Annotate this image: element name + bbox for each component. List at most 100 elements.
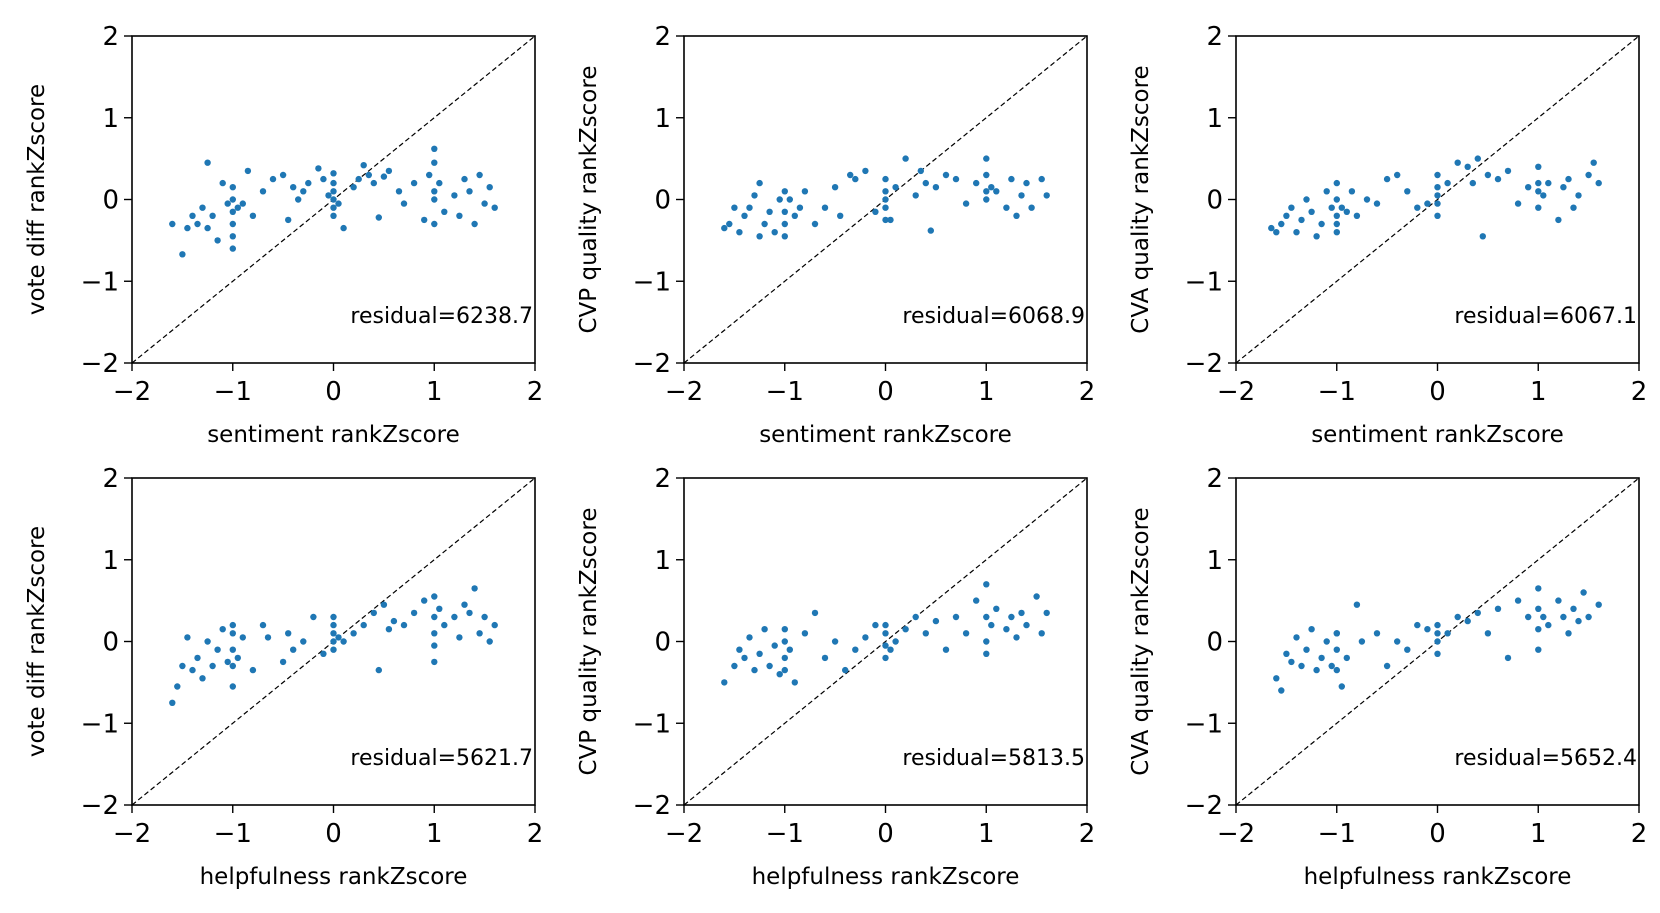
data-point: [751, 666, 758, 674]
data-point: [1545, 621, 1552, 629]
data-point: [1343, 654, 1351, 662]
subplot-4: −2 −1 0 1 2 −2 −1 0 1 2 helpfulness rankZscore vote…: [24, 464, 543, 890]
y-tick-label: −1: [633, 709, 671, 739]
data-point: [1504, 654, 1512, 662]
data-point: [179, 662, 186, 670]
data-point: [1298, 216, 1305, 224]
data-point: [781, 188, 788, 195]
data-point: [1570, 204, 1577, 211]
data-point: [431, 642, 438, 649]
data-point: [882, 630, 889, 637]
data-point: [204, 224, 211, 232]
data-point: [952, 175, 960, 183]
data-point: [1008, 175, 1015, 183]
x-tick-label: −2: [665, 819, 703, 849]
data-point: [962, 630, 970, 637]
data-point: [1043, 192, 1050, 199]
data-point: [199, 675, 206, 682]
data-point: [1283, 650, 1290, 657]
data-point: [983, 638, 990, 645]
data-point: [1303, 646, 1310, 653]
data-point: [741, 212, 748, 219]
x-tick-label: 2: [1079, 377, 1096, 407]
data-point: [1313, 666, 1320, 674]
data-point: [1373, 630, 1381, 637]
reference-diagonal-line: [1235, 35, 1640, 364]
data-point: [431, 196, 438, 203]
data-point: [431, 658, 438, 666]
data-point: [1338, 204, 1346, 211]
data-point: [431, 145, 438, 152]
data-point: [1595, 179, 1602, 187]
x-tick-label: 0: [325, 377, 342, 407]
data-point: [852, 175, 859, 183]
y-tick-label: −2: [1185, 791, 1223, 821]
data-point: [174, 683, 181, 690]
x-tick-label: 1: [978, 377, 995, 407]
data-point: [335, 200, 342, 207]
data-point: [1454, 613, 1461, 621]
data-point: [350, 184, 357, 191]
data-point: [927, 227, 934, 234]
data-point: [1333, 646, 1341, 653]
data-point: [1333, 630, 1341, 637]
x-tick-label: 1: [1530, 819, 1547, 849]
data-point: [340, 638, 347, 645]
data-point: [912, 613, 919, 621]
data-point: [229, 208, 236, 215]
data-point: [421, 597, 428, 604]
data-point: [431, 188, 438, 195]
data-point: [796, 204, 804, 211]
data-point: [811, 609, 819, 617]
data-point: [1575, 617, 1582, 625]
data-point: [1003, 204, 1010, 211]
y-tick-label: 1: [654, 104, 671, 134]
data-point: [390, 617, 398, 625]
data-point: [330, 196, 337, 203]
data-point: [1358, 638, 1366, 645]
data-point: [892, 184, 899, 191]
x-tick-label: −1: [214, 819, 252, 849]
y-tick-label: 1: [102, 546, 119, 576]
data-point: [330, 212, 337, 219]
data-point: [456, 634, 463, 641]
data-point: [942, 171, 950, 179]
data-point: [1323, 188, 1330, 195]
residual-annotation: residual=5813.5: [902, 746, 1085, 771]
data-point: [1278, 687, 1285, 694]
data-point: [1303, 196, 1310, 203]
x-tick-label: −1: [214, 377, 252, 407]
data-point: [355, 175, 362, 183]
data-point: [973, 597, 980, 604]
data-point: [410, 609, 418, 617]
data-point: [882, 621, 889, 629]
data-point: [1333, 220, 1341, 228]
data-point: [385, 626, 393, 633]
data-point: [1333, 666, 1341, 674]
data-point: [1434, 212, 1441, 219]
data-point: [224, 200, 231, 207]
data-point: [295, 196, 302, 203]
data-point: [1273, 675, 1280, 682]
data-point: [736, 646, 743, 653]
data-point: [882, 188, 889, 195]
x-tick-label: 2: [527, 819, 544, 849]
data-point: [1444, 179, 1451, 187]
data-point: [786, 646, 793, 653]
data-point: [310, 613, 317, 621]
data-point: [872, 208, 879, 215]
subplot-2: −2 −1 0 1 2 −2 −1 0 1 2 sentiment rankZscore CVP qu…: [576, 22, 1095, 448]
residual-annotation: residual=5621.7: [350, 746, 533, 771]
data-point: [426, 171, 433, 179]
data-point: [330, 179, 337, 187]
data-point: [1278, 220, 1285, 228]
data-point: [375, 666, 382, 674]
data-point: [1540, 613, 1547, 621]
data-point: [320, 175, 327, 183]
data-point: [431, 630, 438, 637]
data-point: [837, 212, 844, 219]
data-point: [983, 196, 990, 203]
y-tick-label: 2: [102, 22, 119, 52]
data-point: [1469, 179, 1477, 187]
data-point: [305, 179, 312, 187]
